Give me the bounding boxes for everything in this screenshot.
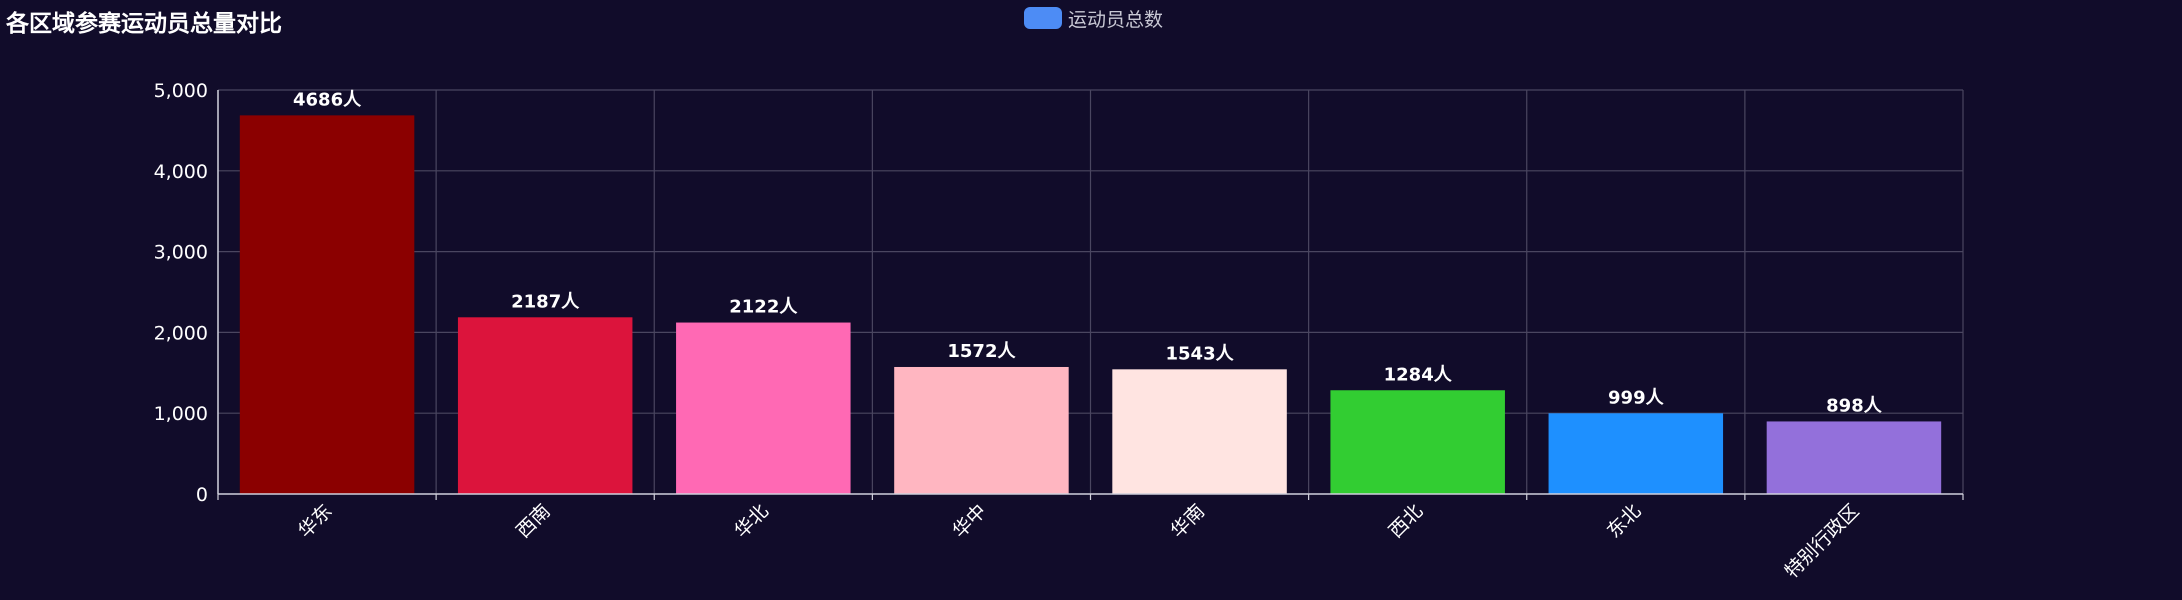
y-tick-label: 0: [196, 484, 208, 506]
y-tick-label: 2,000: [154, 322, 208, 344]
chart-title: 各区域参赛运动员总量对比: [6, 11, 282, 37]
legend[interactable]: 运动员总数: [1024, 4, 1163, 32]
bar-3[interactable]: [894, 366, 1069, 494]
legend-label[interactable]: 运动员总数: [1068, 8, 1164, 31]
bar-7[interactable]: [1766, 421, 1942, 494]
x-tick-label: 华北: [730, 500, 772, 542]
bar-1[interactable]: [457, 317, 633, 494]
x-tick-label: 华中: [949, 500, 991, 542]
data-label: 2122人: [729, 297, 798, 318]
x-tick-label: 华南: [1167, 500, 1209, 542]
data-label: 2187人: [511, 291, 580, 312]
y-tick-label: 5,000: [154, 80, 208, 102]
y-tick-label: 1,000: [154, 403, 208, 425]
bar-5[interactable]: [1330, 390, 1505, 494]
bar-0[interactable]: [239, 115, 415, 494]
x-tick-label: 东北: [1603, 500, 1645, 542]
bar-2[interactable]: [676, 322, 851, 494]
data-label: 1284人: [1384, 364, 1453, 385]
x-tick-label: 西北: [1385, 500, 1427, 542]
y-tick-label: 4,000: [154, 161, 208, 183]
legend-swatch[interactable]: [1024, 7, 1062, 29]
bar-6[interactable]: [1548, 413, 1724, 494]
data-label: 898人: [1826, 395, 1883, 416]
data-label: 999人: [1608, 387, 1665, 408]
data-label: 1543人: [1166, 343, 1235, 364]
data-label: 4686人: [293, 89, 362, 110]
x-tick-label: 西南: [512, 500, 554, 542]
bar-4[interactable]: [1112, 369, 1287, 494]
y-tick-label: 3,000: [154, 242, 208, 264]
x-tick-label: 华东: [294, 500, 336, 542]
data-label: 1572人: [947, 341, 1016, 362]
x-tick-label: 特别行政区: [1781, 500, 1864, 583]
